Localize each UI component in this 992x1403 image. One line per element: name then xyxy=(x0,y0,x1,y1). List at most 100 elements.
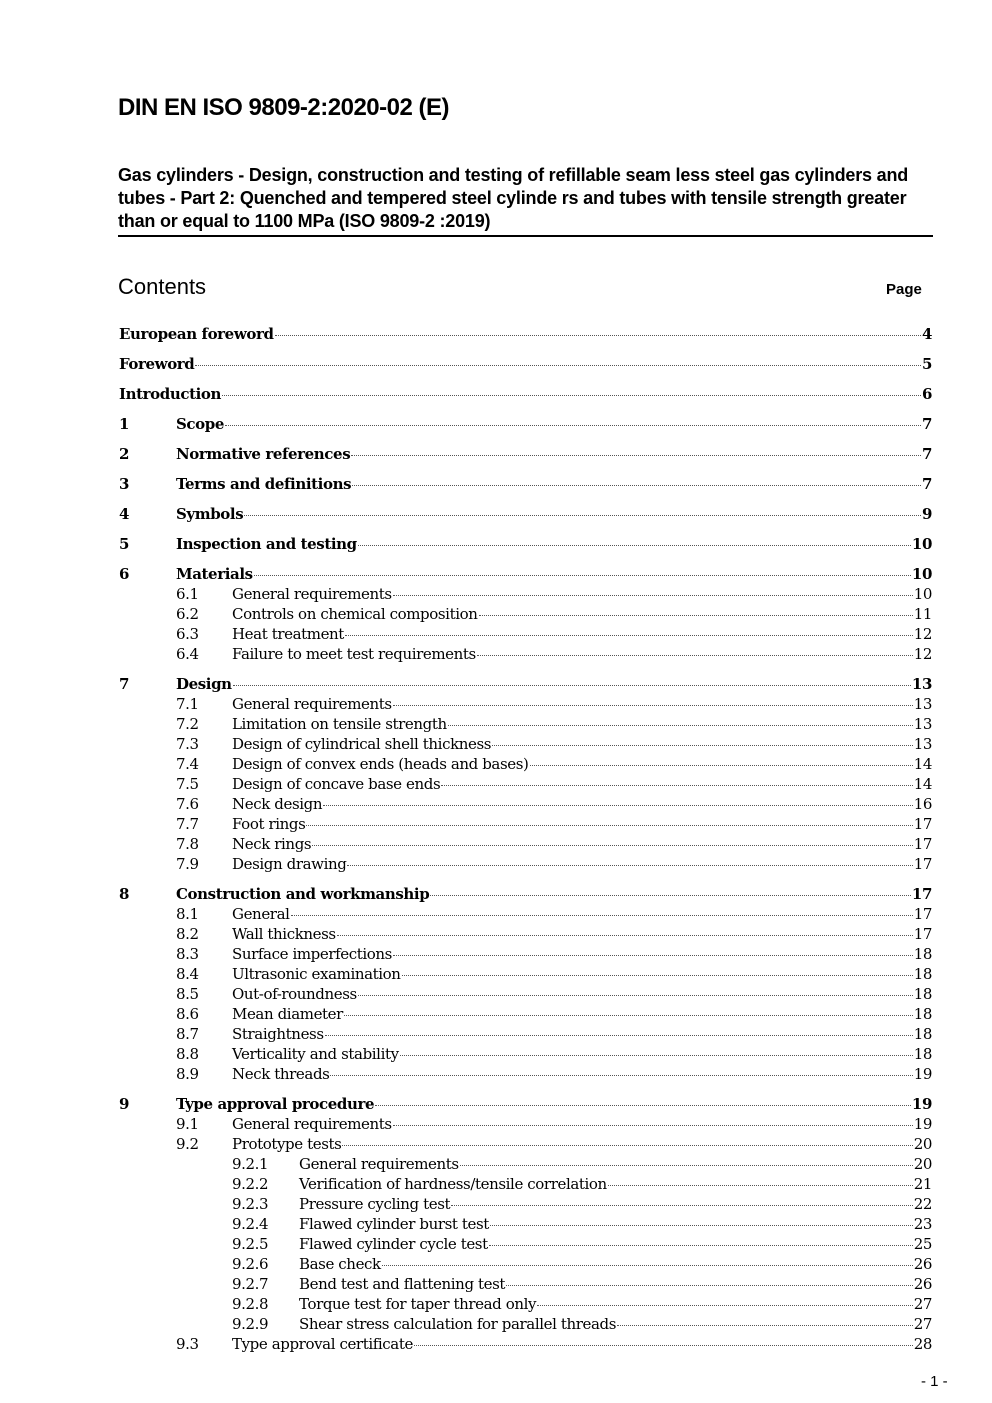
toc-entry[interactable]: Foreword 5 xyxy=(119,354,932,374)
toc-entry-title[interactable]: European foreword xyxy=(119,325,274,343)
toc-entry[interactable]: 7 Design 13 xyxy=(119,674,932,694)
toc-entry-title[interactable]: Limitation on tensile strength xyxy=(232,715,447,733)
toc-entry-page[interactable]: 13 xyxy=(913,695,933,713)
toc-entry[interactable]: 9.1 General requirements 19 xyxy=(119,1114,932,1134)
toc-entry-title[interactable]: Verticality and stability xyxy=(232,1045,399,1063)
toc-entry-page[interactable]: 26 xyxy=(913,1255,933,1273)
toc-entry-title[interactable]: Foot rings xyxy=(232,815,306,833)
toc-entry-title[interactable]: General xyxy=(232,905,290,923)
toc-entry-title[interactable]: Symbols xyxy=(176,505,244,523)
toc-entry-title[interactable]: Normative references xyxy=(176,445,351,463)
toc-entry[interactable]: 1 Scope 7 xyxy=(119,414,932,434)
toc-entry-page[interactable]: 19 xyxy=(913,1115,933,1133)
toc-entry[interactable]: 6.2 Controls on chemical composition 11 xyxy=(119,604,932,624)
toc-entry[interactable]: European foreword 4 xyxy=(119,324,932,344)
toc-entry-page[interactable]: 20 xyxy=(913,1155,933,1173)
toc-entry-page[interactable]: 17 xyxy=(911,885,932,903)
toc-entry[interactable]: 7.7 Foot rings 17 xyxy=(119,814,932,834)
toc-entry-page[interactable]: 7 xyxy=(921,415,932,433)
toc-entry-title[interactable]: Design xyxy=(176,675,232,693)
toc-entry[interactable]: 8.7 Straightness 18 xyxy=(119,1024,932,1044)
toc-entry[interactable]: 7.5 Design of concave base ends 14 xyxy=(119,774,932,794)
toc-entry-title[interactable]: Neck threads xyxy=(232,1065,330,1083)
toc-entry[interactable]: 8.1 General 17 xyxy=(119,904,932,924)
toc-entry-page[interactable]: 27 xyxy=(913,1295,933,1313)
toc-entry[interactable]: 8.8 Verticality and stability 18 xyxy=(119,1044,932,1064)
toc-entry[interactable]: 8.3 Surface imperfections 18 xyxy=(119,944,932,964)
toc-entry[interactable]: 9.2.1 General requirements 20 xyxy=(119,1154,932,1174)
toc-entry[interactable]: Introduction 6 xyxy=(119,384,932,404)
toc-entry[interactable]: 4 Symbols 9 xyxy=(119,504,932,524)
toc-entry-title[interactable]: Inspection and testing xyxy=(176,535,357,553)
toc-entry-page[interactable]: 19 xyxy=(913,1065,933,1083)
toc-entry[interactable]: 9.2.8 Torque test for taper thread only 27 xyxy=(119,1294,932,1314)
toc-entry[interactable]: 9.2.5 Flawed cylinder cycle test 25 xyxy=(119,1234,932,1254)
toc-entry-title[interactable]: Terms and definitions xyxy=(176,475,352,493)
toc-entry-page[interactable]: 18 xyxy=(913,985,933,1003)
toc-entry-title[interactable]: Torque test for taper thread only xyxy=(299,1295,537,1313)
toc-entry-page[interactable]: 18 xyxy=(913,1005,933,1023)
toc-entry-title[interactable]: Design drawing xyxy=(232,855,347,873)
toc-entry-title[interactable]: Construction and workmanship xyxy=(176,885,430,903)
toc-entry[interactable]: 9.2.4 Flawed cylinder burst test 23 xyxy=(119,1214,932,1234)
toc-entry-page[interactable]: 20 xyxy=(913,1135,933,1153)
toc-entry[interactable]: 6.1 General requirements 10 xyxy=(119,584,932,604)
toc-entry-page[interactable]: 6 xyxy=(921,385,932,403)
toc-entry-title[interactable]: Introduction xyxy=(119,385,222,403)
toc-entry-page[interactable]: 10 xyxy=(913,585,933,603)
toc-entry-title[interactable]: Base check xyxy=(299,1255,381,1273)
toc-entry-page[interactable]: 5 xyxy=(921,355,932,373)
toc-entry-title[interactable]: Out-of-roundness xyxy=(232,985,357,1003)
toc-entry-page[interactable]: 18 xyxy=(913,1025,933,1043)
toc-entry-page[interactable]: 17 xyxy=(913,925,933,943)
toc-entry[interactable]: 8.5 Out-of-roundness 18 xyxy=(119,984,932,1004)
toc-entry-title[interactable]: Type approval procedure xyxy=(176,1095,375,1113)
toc-entry-page[interactable]: 19 xyxy=(911,1095,932,1113)
toc-entry-title[interactable]: Shear stress calculation for parallel th… xyxy=(299,1315,617,1333)
toc-entry[interactable]: 7.2 Limitation on tensile strength 13 xyxy=(119,714,932,734)
toc-entry[interactable]: 9.2.6 Base check 26 xyxy=(119,1254,932,1274)
toc-entry-page[interactable]: 18 xyxy=(913,945,933,963)
toc-entry-title[interactable]: General requirements xyxy=(299,1155,459,1173)
toc-entry-title[interactable]: Heat treatment xyxy=(232,625,344,643)
toc-entry-title[interactable]: Neck design xyxy=(232,795,323,813)
toc-entry[interactable]: 9.2.9 Shear stress calculation for parall… xyxy=(119,1314,932,1334)
toc-entry-page[interactable]: 21 xyxy=(913,1175,933,1193)
toc-entry-page[interactable]: 18 xyxy=(913,1045,933,1063)
toc-entry[interactable]: 8.2 Wall thickness 17 xyxy=(119,924,932,944)
toc-entry[interactable]: 9.2.7 Bend test and flattening test 26 xyxy=(119,1274,932,1294)
toc-entry-title[interactable]: General requirements xyxy=(232,585,392,603)
toc-entry-title[interactable]: Neck rings xyxy=(232,835,312,853)
toc-entry[interactable]: 9.2.3 Pressure cycling test 22 xyxy=(119,1194,932,1214)
toc-entry-title[interactable]: Ultrasonic examination xyxy=(232,965,401,983)
toc-entry-title[interactable]: Flawed cylinder burst test xyxy=(299,1215,489,1233)
toc-entry-title[interactable]: General requirements xyxy=(232,1115,392,1133)
toc-entry-page[interactable]: 27 xyxy=(913,1315,933,1333)
toc-entry[interactable]: 7.4 Design of convex ends (heads and base… xyxy=(119,754,932,774)
toc-entry[interactable]: 9.2 Prototype tests 20 xyxy=(119,1134,932,1154)
toc-entry-page[interactable]: 14 xyxy=(913,775,933,793)
toc-entry-page[interactable]: 25 xyxy=(913,1235,933,1253)
toc-entry-title[interactable]: Foreword xyxy=(119,355,195,373)
toc-entry-page[interactable]: 7 xyxy=(921,445,932,463)
toc-entry-title[interactable]: Surface imperfections xyxy=(232,945,392,963)
toc-entry[interactable]: 3 Terms and definitions 7 xyxy=(119,474,932,494)
toc-entry-page[interactable]: 28 xyxy=(913,1335,933,1353)
toc-entry[interactable]: 9.2.2 Verification of hardness/tensile co… xyxy=(119,1174,932,1194)
toc-entry-page[interactable]: 11 xyxy=(913,605,933,623)
toc-entry-page[interactable]: 23 xyxy=(913,1215,933,1233)
toc-entry[interactable]: 7.3 Design of cylindrical shell thickness… xyxy=(119,734,932,754)
toc-entry-page[interactable]: 9 xyxy=(921,505,932,523)
toc-entry[interactable]: 6.4 Failure to meet test requirements 12 xyxy=(119,644,932,664)
toc-entry[interactable]: 5 Inspection and testing 10 xyxy=(119,534,932,554)
toc-entry[interactable]: 8.4 Ultrasonic examination 18 xyxy=(119,964,932,984)
toc-entry-title[interactable]: Scope xyxy=(176,415,225,433)
toc-entry-title[interactable]: General requirements xyxy=(232,695,392,713)
toc-entry-page[interactable]: 13 xyxy=(913,735,933,753)
toc-entry-page[interactable]: 13 xyxy=(913,715,933,733)
toc-entry-page[interactable]: 12 xyxy=(913,625,933,643)
toc-entry-page[interactable]: 14 xyxy=(913,755,933,773)
toc-entry-page[interactable]: 17 xyxy=(913,855,933,873)
toc-entry[interactable]: 7.6 Neck design 16 xyxy=(119,794,932,814)
toc-entry-page[interactable]: 7 xyxy=(921,475,932,493)
